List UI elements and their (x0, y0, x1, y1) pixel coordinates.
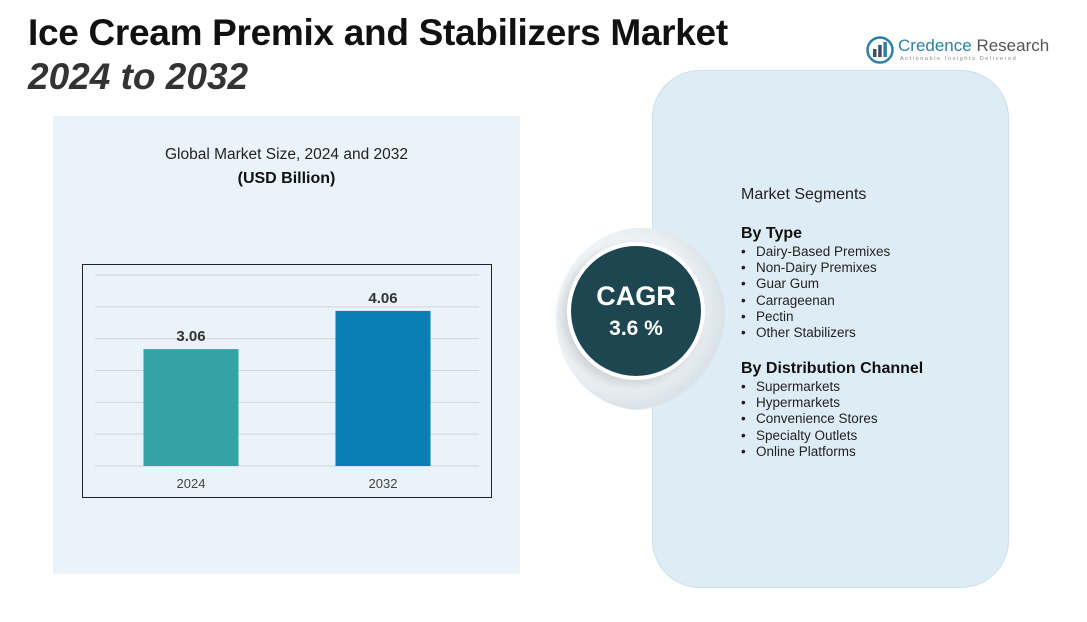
segment-item-label: Supermarkets (756, 379, 841, 394)
bar-value-label-2032: 4.06 (368, 290, 397, 307)
logo-name-part1: Credence (898, 36, 972, 55)
segment-item: • Other Stabilizers (741, 325, 856, 341)
segment-item-label: Specialty Outlets (756, 427, 858, 443)
cagr-value: 3.6 % (609, 317, 663, 340)
x-tick-label-2024: 2024 (177, 476, 206, 491)
segment-group-title-distribution: By Distribution Channel (741, 360, 924, 377)
bar-2032 (335, 310, 431, 466)
bar-chart-logo-icon (866, 36, 894, 64)
segment-item-label: Carrageenan (756, 292, 835, 308)
page-title: Ice Cream Premix and Stabilizers Market (28, 12, 728, 53)
segment-item-label: Pectin (756, 308, 794, 324)
segment-item-label: Non-Dairy Premixes (756, 260, 877, 276)
segments-heading: Market Segments (741, 186, 867, 203)
segment-item: • Guar Gum (741, 276, 820, 292)
segment-item: • Pectin (741, 308, 794, 324)
chart-subtitle: (USD Billion) (237, 170, 336, 187)
chart-title: Global Market Size, 2024 and 2032 (165, 146, 408, 163)
segment-item-label: Guar Gum (756, 276, 820, 292)
logo-tagline: Actionable Insights Delivered (900, 56, 1018, 62)
segment-item: • Hypermarkets (741, 395, 841, 411)
segment-item-label: Hypermarkets (756, 395, 841, 411)
segment-item-label: Dairy-Based Premixes (756, 244, 891, 259)
logo-name-part2: Research (971, 36, 1050, 55)
segment-list-type: • Dairy-Based Premixes • Non-Dairy Premixe… (741, 244, 890, 341)
segment-group-title-type: By Type (741, 225, 803, 242)
bar-value-label-2024: 3.06 (176, 328, 205, 345)
page-subtitle-years: 2024 to 2032 (28, 56, 249, 97)
segment-item: • Dairy-Based Premixes (741, 244, 891, 259)
chart-frame: 3.06 2024 4.06 2032 (82, 264, 492, 498)
bar-2024 (143, 349, 239, 466)
segment-item-label: Other Stabilizers (756, 325, 856, 341)
segment-item-label: Convenience Stores (756, 411, 878, 427)
segment-item: • Supermarkets (741, 379, 841, 394)
segment-item: • Specialty Outlets (741, 427, 858, 443)
segment-item-label: Online Platforms (756, 443, 856, 459)
segment-list-distribution: • Supermarkets • Hypermarkets • Convenience… (741, 379, 878, 460)
segment-item: • Online Platforms (741, 443, 856, 459)
bar-chart-svg: 3.06 2024 4.06 2032 (95, 274, 479, 491)
market-size-chart-panel: Global Market Size, 2024 and 2032 (USD B… (53, 116, 520, 574)
credence-research-logo[interactable]: Credence Research Actionable Insights De… (866, 34, 1056, 68)
segment-item: • Convenience Stores (741, 411, 878, 427)
logo-name: Credence Research (898, 36, 1049, 56)
x-tick-label-2032: 2032 (369, 476, 398, 491)
cagr-label: CAGR (596, 281, 676, 311)
segment-item: • Carrageenan (741, 292, 835, 308)
segment-item: • Non-Dairy Premixes (741, 260, 877, 276)
cagr-badge (567, 242, 705, 380)
